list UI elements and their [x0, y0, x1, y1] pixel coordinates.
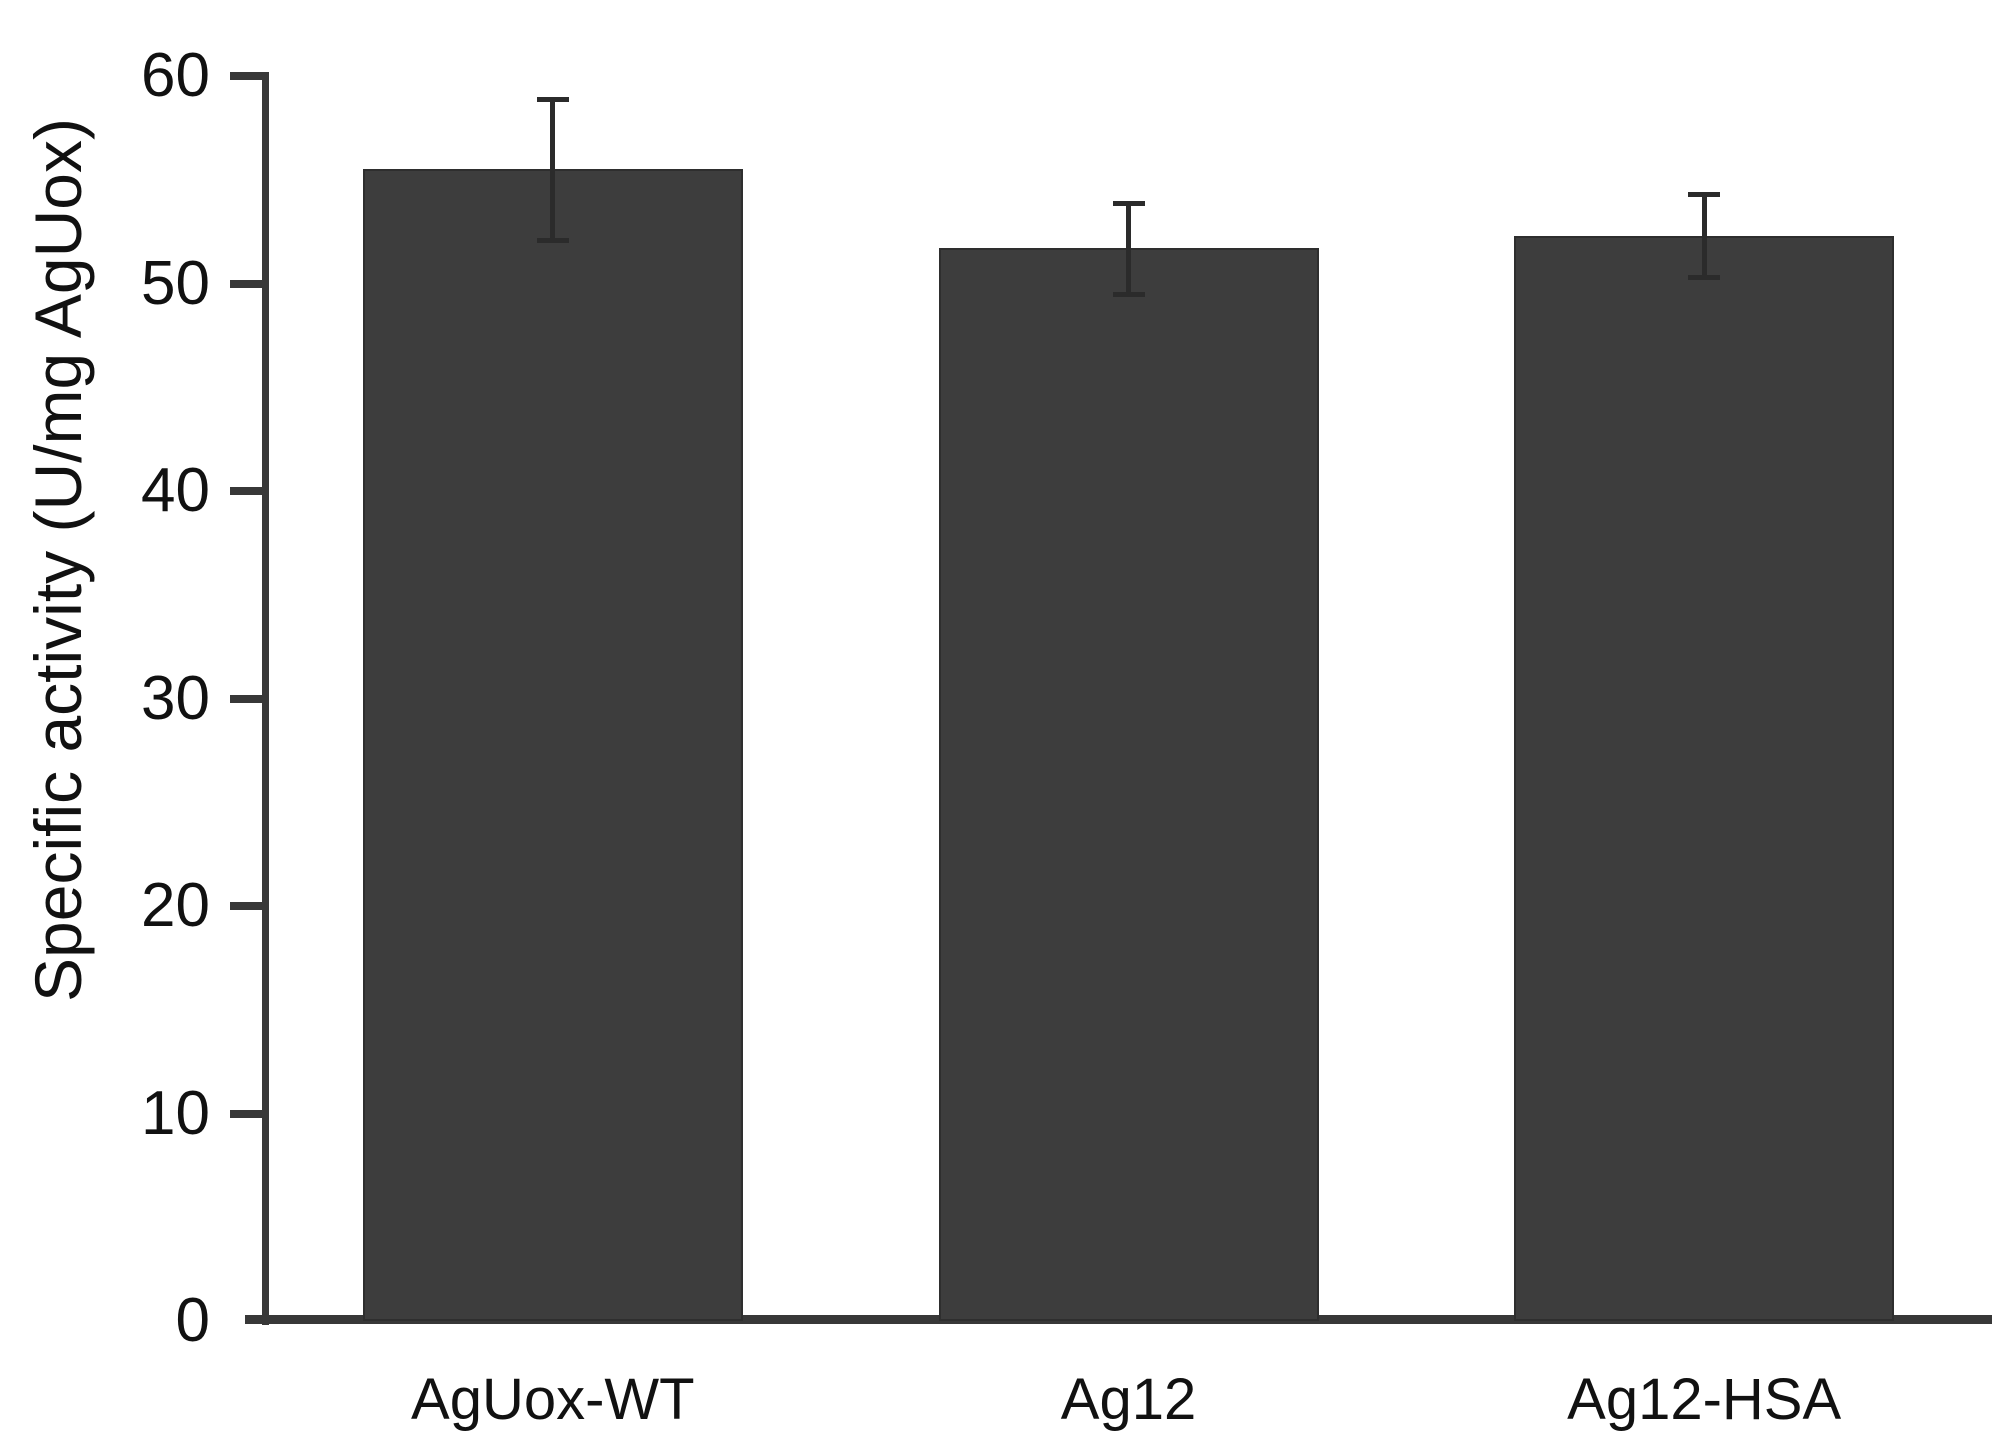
- y-axis-tick-label: 50: [141, 248, 210, 318]
- y-axis-tick: [230, 279, 265, 288]
- error-bar-line: [1126, 202, 1131, 294]
- y-axis-tick-label: 40: [141, 456, 210, 525]
- y-axis-tick-label: 30: [141, 663, 210, 733]
- y-axis-tick: [230, 694, 265, 703]
- bar-aguox-wt: [362, 169, 743, 1321]
- bar-ag12: [938, 248, 1319, 1321]
- error-bar-cap-top: [536, 96, 569, 102]
- bar-ag12-hsa: [1514, 235, 1895, 1321]
- error-bar-line: [1701, 194, 1707, 278]
- y-axis-tick-label: 20: [141, 871, 210, 940]
- y-axis-tick-label: 10: [141, 1078, 210, 1148]
- x-axis-label: Ag12-HSA: [1567, 1367, 1842, 1432]
- error-bar-cap-bottom: [1688, 275, 1721, 281]
- error-bar-cap-bottom: [536, 237, 569, 243]
- y-axis-tick-label: 60: [141, 41, 210, 110]
- error-bar-cap-top: [1688, 192, 1721, 198]
- x-axis-label: AgUox-WT: [411, 1367, 695, 1432]
- error-bar-line: [550, 98, 556, 240]
- x-axis-label: Ag12: [1060, 1367, 1197, 1432]
- y-axis-tick-label: 0: [175, 1286, 210, 1355]
- y-axis-tick: [230, 902, 265, 910]
- y-axis-tick: [230, 487, 265, 495]
- y-axis-line: [262, 72, 269, 1325]
- error-bar-cap-bottom: [1112, 291, 1145, 297]
- y-axis-tick: [230, 1109, 265, 1118]
- error-bar-cap-top: [1112, 200, 1145, 206]
- y-axis-tick: [230, 72, 265, 80]
